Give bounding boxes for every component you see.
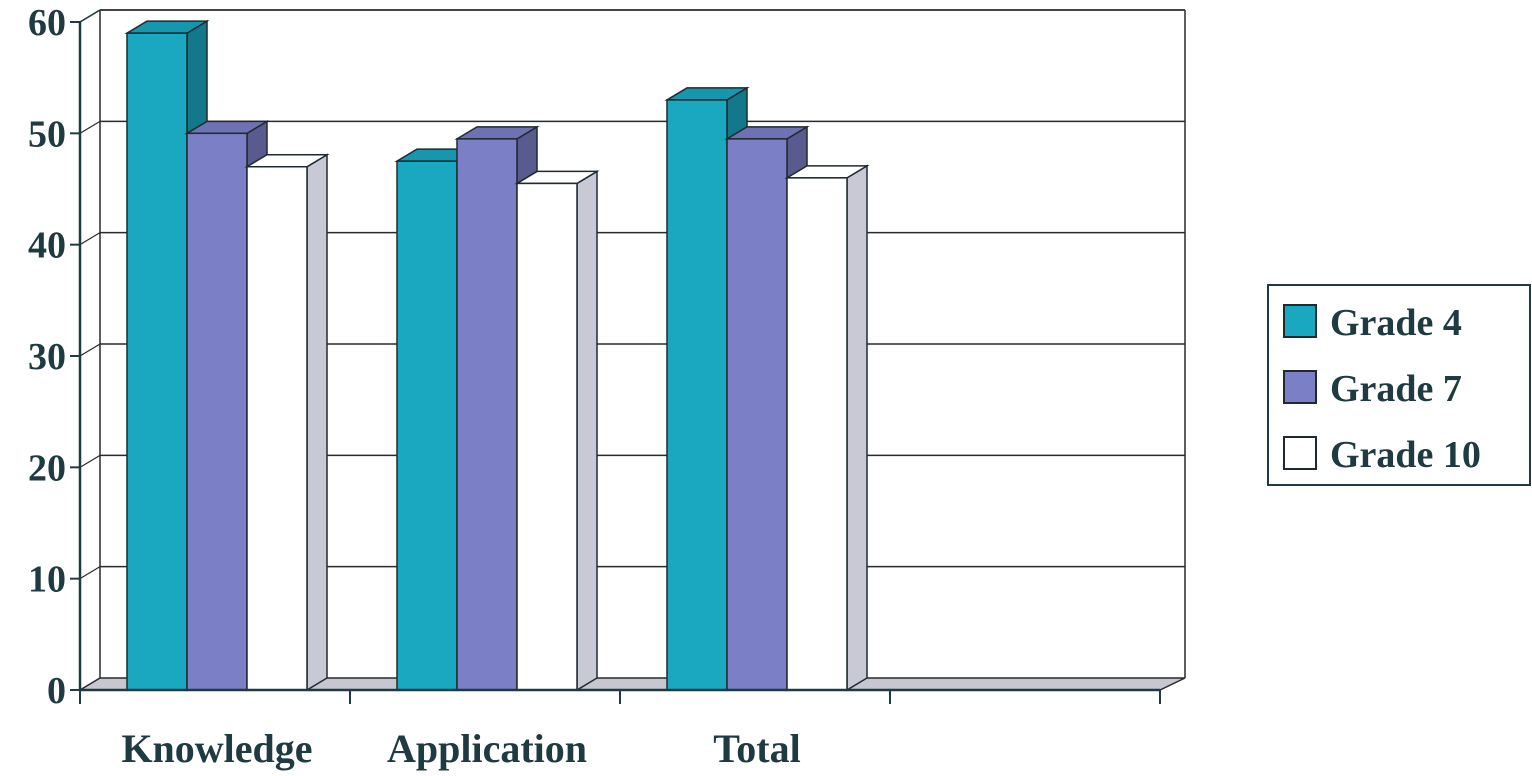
legend-swatch xyxy=(1283,304,1317,338)
bar-front xyxy=(516,182,578,691)
bar-front xyxy=(726,138,788,691)
bar-front xyxy=(456,138,518,691)
legend-swatch xyxy=(1283,436,1317,470)
gridline-side xyxy=(79,566,101,580)
gridline-side xyxy=(79,232,101,246)
y-tick-label: 20 xyxy=(28,447,66,489)
x-category-label: Application xyxy=(387,726,587,771)
legend-swatch xyxy=(1283,370,1317,404)
bar-front xyxy=(186,132,248,691)
legend-label: Grade 4 xyxy=(1330,302,1462,344)
bar-side xyxy=(846,164,868,692)
y-tick-label: 50 xyxy=(28,113,66,155)
axes xyxy=(70,9,1161,704)
bar-front xyxy=(666,99,728,691)
y-tick-label: 60 xyxy=(28,2,66,44)
bar-front xyxy=(126,32,188,691)
bar-side xyxy=(576,170,598,692)
y-tick-label: 40 xyxy=(28,225,66,267)
bar-grade-10-application xyxy=(514,170,600,692)
gridline-side xyxy=(79,454,101,468)
x-category-labels: Knowledge Application Total xyxy=(121,726,800,771)
x-category-label: Knowledge xyxy=(121,726,312,771)
legend-label: Grade 10 xyxy=(1330,434,1481,476)
bar-grade-10-total xyxy=(784,164,870,692)
gridline-side xyxy=(79,120,101,134)
legend: Grade 4 Grade 7 Grade 10 xyxy=(1267,284,1531,486)
gridline-side xyxy=(79,343,101,357)
y-tick-labels: 0 10 20 30 40 50 60 xyxy=(28,2,66,712)
bar-front xyxy=(786,177,848,691)
bar-front xyxy=(396,160,458,691)
legend-label: Grade 7 xyxy=(1330,368,1462,410)
y-tick-label: 10 xyxy=(28,559,66,601)
bar-front xyxy=(246,165,308,691)
x-category-label: Total xyxy=(713,726,800,771)
bars xyxy=(124,19,870,692)
y-axis-top xyxy=(79,9,101,23)
y-tick-label: 0 xyxy=(47,670,66,712)
bar-grade-10-knowledge xyxy=(244,153,330,692)
y-tick-label: 30 xyxy=(28,336,66,378)
bar-side xyxy=(306,153,328,692)
